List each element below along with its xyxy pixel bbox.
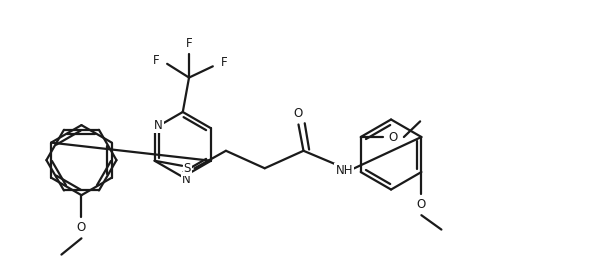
Text: O: O xyxy=(389,130,398,144)
Text: S: S xyxy=(183,162,191,175)
Text: N: N xyxy=(154,119,163,132)
Text: F: F xyxy=(153,54,159,67)
Text: NH: NH xyxy=(336,164,353,177)
Text: F: F xyxy=(186,37,192,50)
Text: F: F xyxy=(221,56,227,69)
Text: N: N xyxy=(182,173,191,186)
Text: O: O xyxy=(77,221,86,234)
Text: O: O xyxy=(294,107,303,120)
Text: O: O xyxy=(417,198,426,211)
